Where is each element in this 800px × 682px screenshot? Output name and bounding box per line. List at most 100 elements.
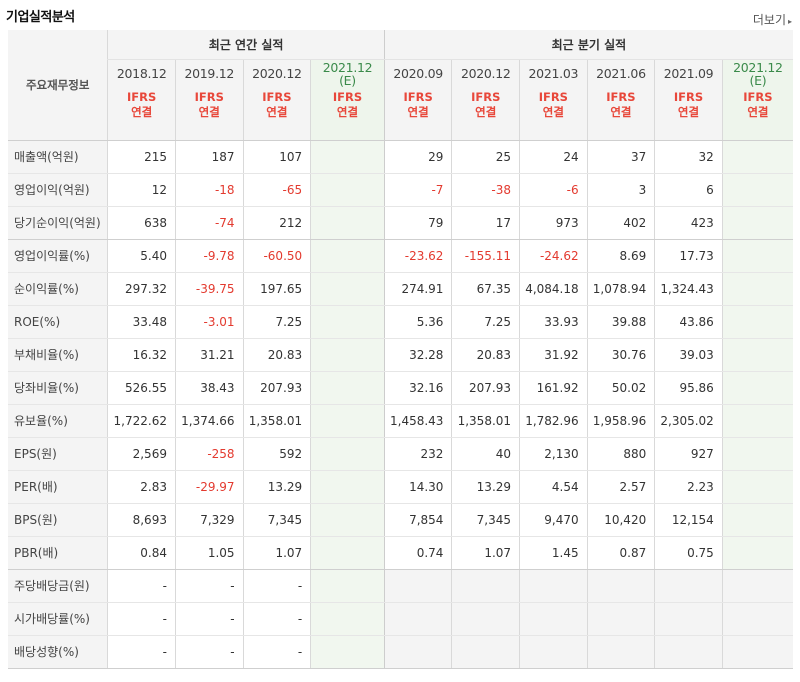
table-row: PBR(배) 0.84 1.05 1.07 0.74 1.07 1.45 0.87 0.75 (8, 536, 793, 570)
table-cell: -155.11 (451, 239, 520, 273)
table-cell: 0.75 (654, 536, 723, 570)
table-cell: 592 (242, 437, 311, 471)
basis-line1: IFRS (471, 90, 501, 104)
row-label: 당좌비율(%) (8, 371, 108, 405)
table-cell: 1,358.01 (242, 404, 311, 438)
table-cell (310, 503, 385, 537)
basis-line1: IFRS (332, 90, 363, 104)
period-label: 2019.12 (184, 66, 235, 82)
table-cell: -258 (174, 437, 244, 471)
table-row: 순이익률(%) 297.32 -39.75 197.65 274.91 67.35 4,08… (8, 272, 793, 306)
table-cell: -38 (451, 173, 520, 207)
quarter-group-header: 최근 분기 실적 (383, 30, 793, 60)
table-cell (519, 569, 588, 603)
table-cell: 197.65 (242, 272, 311, 306)
table-cell (721, 140, 793, 174)
basis-line2: 연결 (677, 105, 700, 119)
table-cell: -60.50 (242, 239, 311, 273)
table-cell: 2.23 (654, 470, 723, 504)
row-label: BPS(원) (8, 503, 108, 537)
period-label: 2021.03 (528, 66, 579, 82)
table-cell: 33.48 (107, 305, 176, 339)
row-label: ROE(%) (8, 305, 108, 339)
table-cell (310, 437, 385, 471)
table-cell (654, 602, 723, 636)
table-cell: 13.29 (451, 470, 520, 504)
basis-header: IFRS 연결 (654, 88, 723, 141)
table-cell (310, 635, 385, 669)
table-cell: 1,374.66 (174, 404, 244, 438)
row-label: 영업이익률(%) (8, 239, 108, 273)
estimate-mark: (E) (339, 72, 356, 88)
table-cell: 2,569 (107, 437, 176, 471)
table-cell: - (242, 602, 311, 636)
table-cell: 9,470 (519, 503, 588, 537)
basis-line2: 연결 (610, 105, 632, 119)
basis-header: IFRS 연결 (586, 88, 655, 141)
table-cell (451, 569, 520, 603)
table-cell: 37 (586, 140, 655, 174)
table-cell: 0.84 (107, 536, 176, 570)
basis-line2: 연결 (336, 105, 359, 119)
table-cell: 8.69 (586, 239, 655, 273)
row-label: PER(배) (8, 470, 108, 504)
table-cell: 67.35 (451, 272, 520, 306)
table-cell: 20.83 (242, 338, 311, 372)
table-cell: 7,345 (451, 503, 520, 537)
basis-header: IFRS 연결 (383, 88, 452, 141)
table-cell: - (107, 602, 176, 636)
financial-table: 주요재무정보 최근 연간 실적 최근 분기 실적 2018.12 2019.12 2… (8, 30, 793, 669)
row-label: 순이익률(%) (8, 272, 108, 306)
table-cell: 107 (242, 140, 311, 174)
table-cell (310, 536, 385, 570)
table-cell: 207.93 (242, 371, 311, 405)
table-cell: 1.05 (174, 536, 244, 570)
table-cell (310, 305, 385, 339)
table-cell: 2,130 (519, 437, 588, 471)
table-cell (310, 206, 385, 240)
period-header: 2020.12 (242, 59, 311, 88)
table-cell: 79 (383, 206, 452, 240)
table-row: 당기순이익(억원) 638 -74 212 79 17 973 402 423 (8, 206, 793, 240)
table-cell (519, 635, 588, 669)
table-row: 주당배당금(원) - - - (8, 569, 793, 603)
basis-header: IFRS 연결 (242, 88, 311, 141)
table-row: 부채비율(%) 16.32 31.21 20.83 32.28 20.83 31.92 30.… (8, 338, 793, 372)
table-cell: 10,420 (586, 503, 655, 537)
basis-line2: 연결 (475, 105, 497, 119)
table-cell (310, 569, 385, 603)
table-row: 배당성향(%) - - - (8, 635, 793, 669)
table-cell: 1,782.96 (519, 404, 588, 438)
table-cell (310, 404, 385, 438)
row-label: 유보율(%) (8, 404, 108, 438)
table-cell: - (174, 602, 244, 636)
table-cell: 215 (107, 140, 176, 174)
table-row: 매출액(억원) 215 187 107 29 25 24 37 32 (8, 140, 793, 174)
period-header: 2021.12 (E) (310, 59, 385, 88)
period-label: 2020.12 (460, 66, 511, 82)
table-cell: 5.40 (107, 239, 176, 273)
basis-header: IFRS 연결 (107, 88, 176, 141)
table-cell: 30.76 (586, 338, 655, 372)
table-cell: 274.91 (383, 272, 452, 306)
table-cell (451, 635, 520, 669)
table-cell: 95.86 (654, 371, 723, 405)
table-cell: 3 (586, 173, 655, 207)
table-cell (310, 272, 385, 306)
row-label: 매출액(억원) (8, 140, 108, 174)
basis-line2: 연결 (747, 105, 769, 119)
more-link[interactable]: 더보기 ▸ (753, 11, 792, 28)
table-cell: 973 (519, 206, 588, 240)
table-cell: 31.92 (519, 338, 588, 372)
table-cell: 33.93 (519, 305, 588, 339)
table-cell (310, 173, 385, 207)
basis-line1: IFRS (403, 90, 433, 104)
row-label: 시가배당률(%) (8, 602, 108, 636)
basis-line1: IFRS (673, 90, 704, 104)
annual-group-header: 최근 연간 실적 (107, 30, 385, 60)
table-cell: 20.83 (451, 338, 520, 372)
table-cell: -18 (174, 173, 244, 207)
period-label: 2020.12 (252, 66, 302, 82)
table-cell: -29.97 (174, 470, 244, 504)
period-header: 2021.12 (E) (721, 59, 793, 88)
